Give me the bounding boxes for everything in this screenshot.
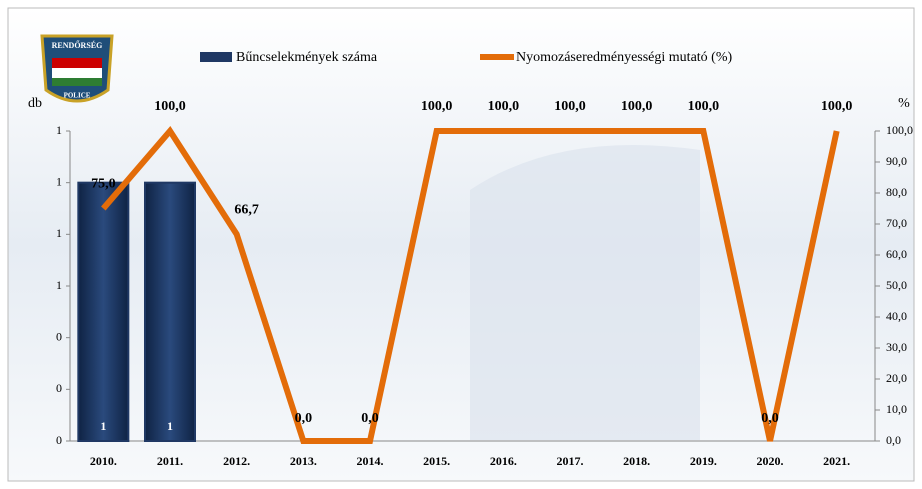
data-label: 100,0 (688, 99, 720, 114)
logo: RENDŐRSÉG POLICE (40, 34, 114, 103)
y-tick-label: 1 (56, 226, 62, 240)
bar (77, 181, 130, 443)
data-label: 100,0 (154, 99, 186, 114)
x-tick-label: 2014. (357, 454, 384, 468)
x-tick-label: 2013. (290, 454, 317, 468)
data-label: 100,0 (421, 99, 453, 114)
logo-stripe (52, 68, 102, 78)
y-axis-title: db (28, 96, 42, 111)
data-label: 75,0 (91, 177, 116, 192)
y-tick-label: 1 (56, 123, 62, 137)
y2-tick-label: 100,0 (886, 123, 913, 137)
logo-text: POLICE (64, 92, 91, 100)
y-tick-label: 1 (56, 174, 62, 188)
x-tick-label: 2020. (757, 454, 784, 468)
y-tick-label: 0 (56, 433, 62, 447)
legend-swatch (200, 52, 232, 62)
logo-stripe (52, 78, 102, 86)
bar-value-label: 1 (100, 419, 106, 433)
y2-tick-label: 0,0 (886, 433, 901, 447)
y2-tick-label: 30,0 (886, 340, 907, 354)
bar (144, 181, 196, 443)
y2-tick-label: 80,0 (886, 185, 907, 199)
y2-tick-label: 60,0 (886, 247, 907, 261)
data-label: 100,0 (621, 99, 653, 114)
x-tick-label: 2021. (823, 454, 850, 468)
data-label: 0,0 (295, 411, 313, 426)
y2-tick-label: 90,0 (886, 154, 907, 168)
logo-text: RENDŐRSÉG (52, 40, 103, 50)
x-tick-label: 2019. (690, 454, 717, 468)
line (101, 126, 840, 444)
legend-label: Bűncselekmények száma (236, 50, 378, 65)
data-label: 100,0 (488, 99, 520, 114)
data-label: 100,0 (821, 99, 853, 114)
logo-stripe (52, 58, 102, 68)
background-building (470, 145, 700, 440)
y2-tick-label: 20,0 (886, 371, 907, 385)
x-tick-label: 2011. (157, 454, 183, 468)
x-tick-label: 2015. (423, 454, 450, 468)
data-label: 66,7 (234, 202, 259, 217)
bar-value-label: 1 (167, 419, 173, 433)
y2-tick-label: 70,0 (886, 216, 907, 230)
data-label: 100,0 (554, 99, 586, 114)
y2-tick-label: 40,0 (886, 309, 907, 323)
x-tick-label: 2012. (223, 454, 250, 468)
legend-label: Nyomozáseredményességi mutató (%) (516, 50, 732, 65)
y-tick-label: 0 (56, 329, 62, 343)
data-label: 0,0 (761, 411, 779, 426)
x-tick-label: 2016. (490, 454, 517, 468)
x-tick-label: 2017. (557, 454, 584, 468)
x-tick-label: 2010. (90, 454, 117, 468)
x-tick-label: 2018. (623, 454, 650, 468)
y2-tick-label: 10,0 (886, 402, 907, 416)
y-tick-label: 0 (56, 381, 62, 395)
data-label: 0,0 (361, 411, 379, 426)
y-tick-label: 1 (56, 278, 62, 292)
y2-axis-title: % (898, 96, 910, 111)
y2-tick-label: 50,0 (886, 278, 907, 292)
